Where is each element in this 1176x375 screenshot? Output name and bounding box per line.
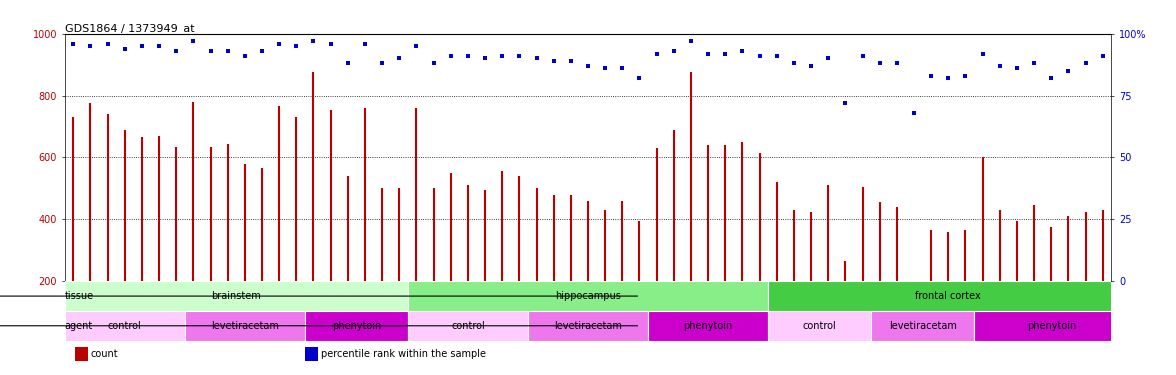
Point — [459, 53, 477, 59]
Text: control: control — [452, 321, 485, 331]
Point — [527, 56, 546, 62]
Point — [561, 58, 580, 64]
Point — [836, 100, 855, 106]
Bar — [768, 311, 871, 340]
Point — [613, 65, 632, 71]
Text: agent: agent — [65, 321, 93, 331]
Point — [235, 53, 254, 59]
Point — [355, 40, 374, 46]
Point — [441, 53, 460, 59]
Point — [664, 48, 683, 54]
Bar — [305, 311, 408, 340]
Text: phenytoin: phenytoin — [1027, 321, 1076, 331]
Point — [682, 38, 701, 44]
Bar — [65, 311, 185, 340]
Point — [1076, 60, 1095, 66]
Point — [767, 53, 786, 59]
Point — [904, 110, 923, 116]
Point — [630, 75, 649, 81]
Point — [544, 58, 563, 64]
Point — [596, 65, 615, 71]
Point — [922, 73, 941, 79]
Bar — [974, 311, 1129, 340]
Point — [510, 53, 529, 59]
Point — [802, 63, 821, 69]
Point — [81, 43, 100, 49]
Point — [98, 40, 116, 46]
Point — [990, 63, 1009, 69]
Text: percentile rank within the sample: percentile rank within the sample — [321, 349, 486, 359]
Point — [425, 60, 443, 66]
Point — [183, 38, 202, 44]
Point — [938, 75, 957, 81]
Point — [1024, 60, 1043, 66]
Point — [149, 43, 168, 49]
Text: control: control — [108, 321, 141, 331]
Text: frontal cortex: frontal cortex — [915, 291, 981, 301]
Point — [750, 53, 769, 59]
Point — [167, 48, 186, 54]
Point — [1060, 68, 1078, 74]
Bar — [75, 347, 88, 361]
Point — [339, 60, 358, 66]
Bar — [185, 311, 305, 340]
Text: levetiracetam: levetiracetam — [889, 321, 956, 331]
Point — [305, 38, 323, 44]
Text: tissue: tissue — [65, 291, 94, 301]
Text: phenytoin: phenytoin — [683, 321, 733, 331]
Point — [390, 56, 409, 62]
Text: hippocampus: hippocampus — [555, 291, 621, 301]
Point — [115, 46, 134, 52]
Text: control: control — [803, 321, 836, 331]
Point — [888, 60, 907, 66]
Point — [579, 63, 597, 69]
Point — [956, 73, 975, 79]
Point — [733, 48, 751, 54]
Bar — [408, 311, 528, 340]
Bar — [528, 311, 648, 340]
Bar — [871, 311, 974, 340]
Point — [699, 51, 717, 57]
Point — [373, 60, 392, 66]
Bar — [648, 311, 768, 340]
Point — [784, 60, 803, 66]
Text: brainstem: brainstem — [212, 291, 261, 301]
Point — [716, 51, 735, 57]
Text: GDS1864 / 1373949_at: GDS1864 / 1373949_at — [65, 23, 194, 34]
Point — [475, 56, 494, 62]
Point — [818, 56, 837, 62]
Point — [974, 51, 993, 57]
Bar — [408, 281, 768, 311]
Point — [219, 48, 238, 54]
Text: levetiracetam: levetiracetam — [211, 321, 279, 331]
Bar — [306, 347, 318, 361]
Point — [853, 53, 871, 59]
Bar — [65, 281, 408, 311]
Bar — [768, 281, 1129, 311]
Point — [321, 40, 340, 46]
Point — [287, 43, 306, 49]
Point — [253, 48, 272, 54]
Text: count: count — [91, 349, 119, 359]
Point — [64, 40, 82, 46]
Point — [201, 48, 220, 54]
Point — [1008, 65, 1027, 71]
Text: levetiracetam: levetiracetam — [554, 321, 622, 331]
Point — [1042, 75, 1061, 81]
Point — [269, 40, 288, 46]
Point — [647, 51, 666, 57]
Point — [407, 43, 426, 49]
Text: phenytoin: phenytoin — [332, 321, 381, 331]
Point — [133, 43, 152, 49]
Point — [1094, 53, 1112, 59]
Point — [493, 53, 512, 59]
Point — [870, 60, 889, 66]
